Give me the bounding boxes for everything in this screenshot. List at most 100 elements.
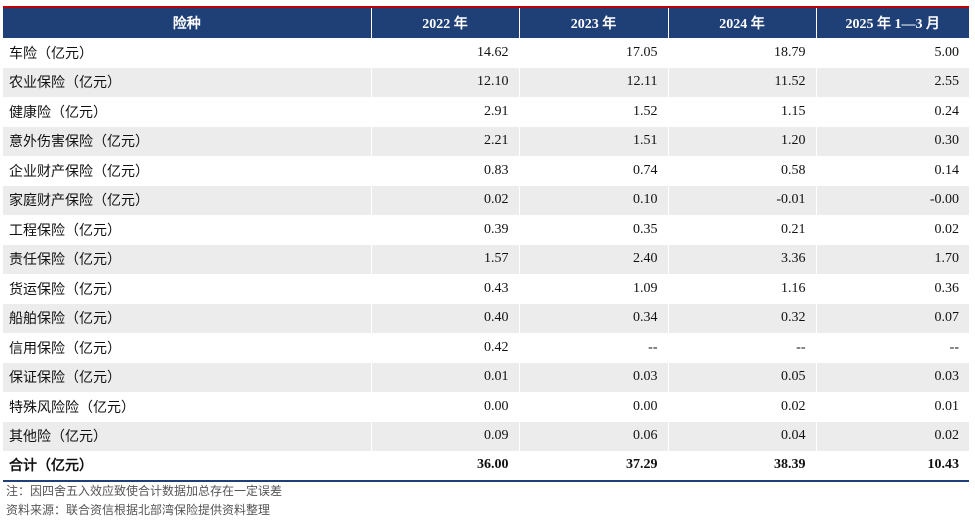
- table-row: 企业财产保险（亿元） 0.83 0.74 0.58 0.14: [3, 156, 969, 186]
- cell-value-2024: 0.32: [667, 303, 816, 333]
- cell-value-2024: 18.79: [667, 38, 816, 68]
- table-row: 家庭财产保险（亿元） 0.02 0.10 -0.01 -0.00: [3, 185, 969, 215]
- table-row: 其他险（亿元） 0.09 0.06 0.04 0.02: [3, 421, 969, 451]
- cell-value-2024: 0.05: [667, 362, 816, 392]
- total-2023: 37.29: [518, 451, 668, 482]
- cell-value-2022: 0.09: [370, 421, 519, 451]
- cell-label: 车险（亿元）: [3, 38, 371, 68]
- total-2025-q1: 10.43: [815, 451, 969, 482]
- header-2023: 2023 年: [518, 8, 668, 38]
- cell-label: 健康险（亿元）: [3, 97, 371, 127]
- cell-value-2024: 11.52: [667, 67, 816, 97]
- cell-value-2023: 1.51: [518, 126, 668, 156]
- cell-value-2025-q1: 0.02: [815, 215, 969, 245]
- total-row: 合计（亿元） 36.00 37.29 38.39 10.43: [3, 451, 969, 482]
- cell-value-2022: 0.00: [370, 392, 519, 422]
- total-2022: 36.00: [370, 451, 519, 482]
- cell-value-2022: 0.42: [370, 333, 519, 363]
- cell-label: 保证保险（亿元）: [3, 362, 371, 392]
- table-row: 意外伤害保险（亿元） 2.21 1.51 1.20 0.30: [3, 126, 969, 156]
- cell-label: 特殊风险险（亿元）: [3, 392, 371, 422]
- table-row: 信用保险（亿元） 0.42 -- -- --: [3, 333, 969, 363]
- cell-value-2022: 2.21: [370, 126, 519, 156]
- cell-value-2023: --: [518, 333, 668, 363]
- cell-value-2024: 1.15: [667, 97, 816, 127]
- cell-label: 意外伤害保险（亿元）: [3, 126, 371, 156]
- cell-value-2023: 17.05: [518, 38, 668, 68]
- cell-value-2025-q1: 0.24: [815, 97, 969, 127]
- cell-value-2025-q1: 0.36: [815, 274, 969, 304]
- cell-value-2025-q1: --: [815, 333, 969, 363]
- cell-value-2023: 0.03: [518, 362, 668, 392]
- cell-value-2024: 1.20: [667, 126, 816, 156]
- cell-value-2025-q1: 0.14: [815, 156, 969, 186]
- cell-value-2023: 0.06: [518, 421, 668, 451]
- cell-value-2022: 0.40: [370, 303, 519, 333]
- cell-value-2023: 1.09: [518, 274, 668, 304]
- cell-value-2022: 0.02: [370, 185, 519, 215]
- cell-value-2024: -0.01: [667, 185, 816, 215]
- table-row: 责任保险（亿元） 1.57 2.40 3.36 1.70: [3, 244, 969, 274]
- rounding-note: 注：因四舍五入效应致使合计数据加总存在一定误差: [6, 484, 283, 498]
- cell-label: 家庭财产保险（亿元）: [3, 185, 371, 215]
- cell-value-2022: 14.62: [370, 38, 519, 68]
- cell-value-2023: 1.52: [518, 97, 668, 127]
- cell-value-2023: 0.74: [518, 156, 668, 186]
- cell-value-2024: 3.36: [667, 244, 816, 274]
- premium-table-container: 险种 2022 年 2023 年 2024 年 2025 年 1—3 月 车险（…: [3, 6, 969, 482]
- cell-value-2024: 1.16: [667, 274, 816, 304]
- table-row: 车险（亿元） 14.62 17.05 18.79 5.00: [3, 38, 969, 68]
- table-row: 保证保险（亿元） 0.01 0.03 0.05 0.03: [3, 362, 969, 392]
- cell-value-2024: 0.04: [667, 421, 816, 451]
- cell-value-2025-q1: 0.30: [815, 126, 969, 156]
- table-row: 健康险（亿元） 2.91 1.52 1.15 0.24: [3, 97, 969, 127]
- cell-value-2023: 0.00: [518, 392, 668, 422]
- cell-label: 企业财产保险（亿元）: [3, 156, 371, 186]
- header-2025-q1: 2025 年 1—3 月: [815, 8, 969, 38]
- cell-value-2022: 1.57: [370, 244, 519, 274]
- cell-label: 货运保险（亿元）: [3, 274, 371, 304]
- table-notes: 注：因四舍五入效应致使合计数据加总存在一定误差 资料来源：联合资信根据北部湾保险…: [6, 482, 282, 520]
- cell-value-2025-q1: 1.70: [815, 244, 969, 274]
- cell-value-2022: 0.43: [370, 274, 519, 304]
- cell-value-2022: 2.91: [370, 97, 519, 127]
- cell-value-2025-q1: 5.00: [815, 38, 969, 68]
- header-2022: 2022 年: [370, 8, 519, 38]
- cell-value-2023: 0.34: [518, 303, 668, 333]
- cell-value-2025-q1: 0.01: [815, 392, 969, 422]
- cell-label: 农业保险（亿元）: [3, 67, 371, 97]
- cell-value-2025-q1: 0.03: [815, 362, 969, 392]
- cell-value-2022: 12.10: [370, 67, 519, 97]
- cell-label: 其他险（亿元）: [3, 421, 371, 451]
- cell-value-2024: --: [667, 333, 816, 363]
- total-label: 合计（亿元）: [3, 451, 371, 482]
- cell-value-2025-q1: -0.00: [815, 185, 969, 215]
- table-top-rule: [3, 6, 969, 8]
- total-2024: 38.39: [667, 451, 816, 482]
- premium-table: 险种 2022 年 2023 年 2024 年 2025 年 1—3 月 车险（…: [3, 8, 969, 482]
- cell-value-2023: 12.11: [518, 67, 668, 97]
- header-row: 险种 2022 年 2023 年 2024 年 2025 年 1—3 月: [3, 8, 969, 38]
- cell-label: 船舶保险（亿元）: [3, 303, 371, 333]
- header-2024: 2024 年: [667, 8, 816, 38]
- table-row: 货运保险（亿元） 0.43 1.09 1.16 0.36: [3, 274, 969, 304]
- table-row: 工程保险（亿元） 0.39 0.35 0.21 0.02: [3, 215, 969, 245]
- cell-value-2024: 0.21: [667, 215, 816, 245]
- cell-value-2022: 0.83: [370, 156, 519, 186]
- cell-value-2025-q1: 0.07: [815, 303, 969, 333]
- cell-value-2024: 0.02: [667, 392, 816, 422]
- cell-value-2023: 0.35: [518, 215, 668, 245]
- cell-value-2022: 0.01: [370, 362, 519, 392]
- cell-label: 信用保险（亿元）: [3, 333, 371, 363]
- cell-value-2025-q1: 0.02: [815, 421, 969, 451]
- cell-value-2023: 0.10: [518, 185, 668, 215]
- table-row: 农业保险（亿元） 12.10 12.11 11.52 2.55: [3, 67, 969, 97]
- cell-label: 责任保险（亿元）: [3, 244, 371, 274]
- table-row: 特殊风险险（亿元） 0.00 0.00 0.02 0.01: [3, 392, 969, 422]
- header-insurance-type: 险种: [3, 8, 371, 38]
- table-row: 船舶保险（亿元） 0.40 0.34 0.32 0.07: [3, 303, 969, 333]
- cell-label: 工程保险（亿元）: [3, 215, 371, 245]
- cell-value-2023: 2.40: [518, 244, 668, 274]
- cell-value-2025-q1: 2.55: [815, 67, 969, 97]
- cell-value-2024: 0.58: [667, 156, 816, 186]
